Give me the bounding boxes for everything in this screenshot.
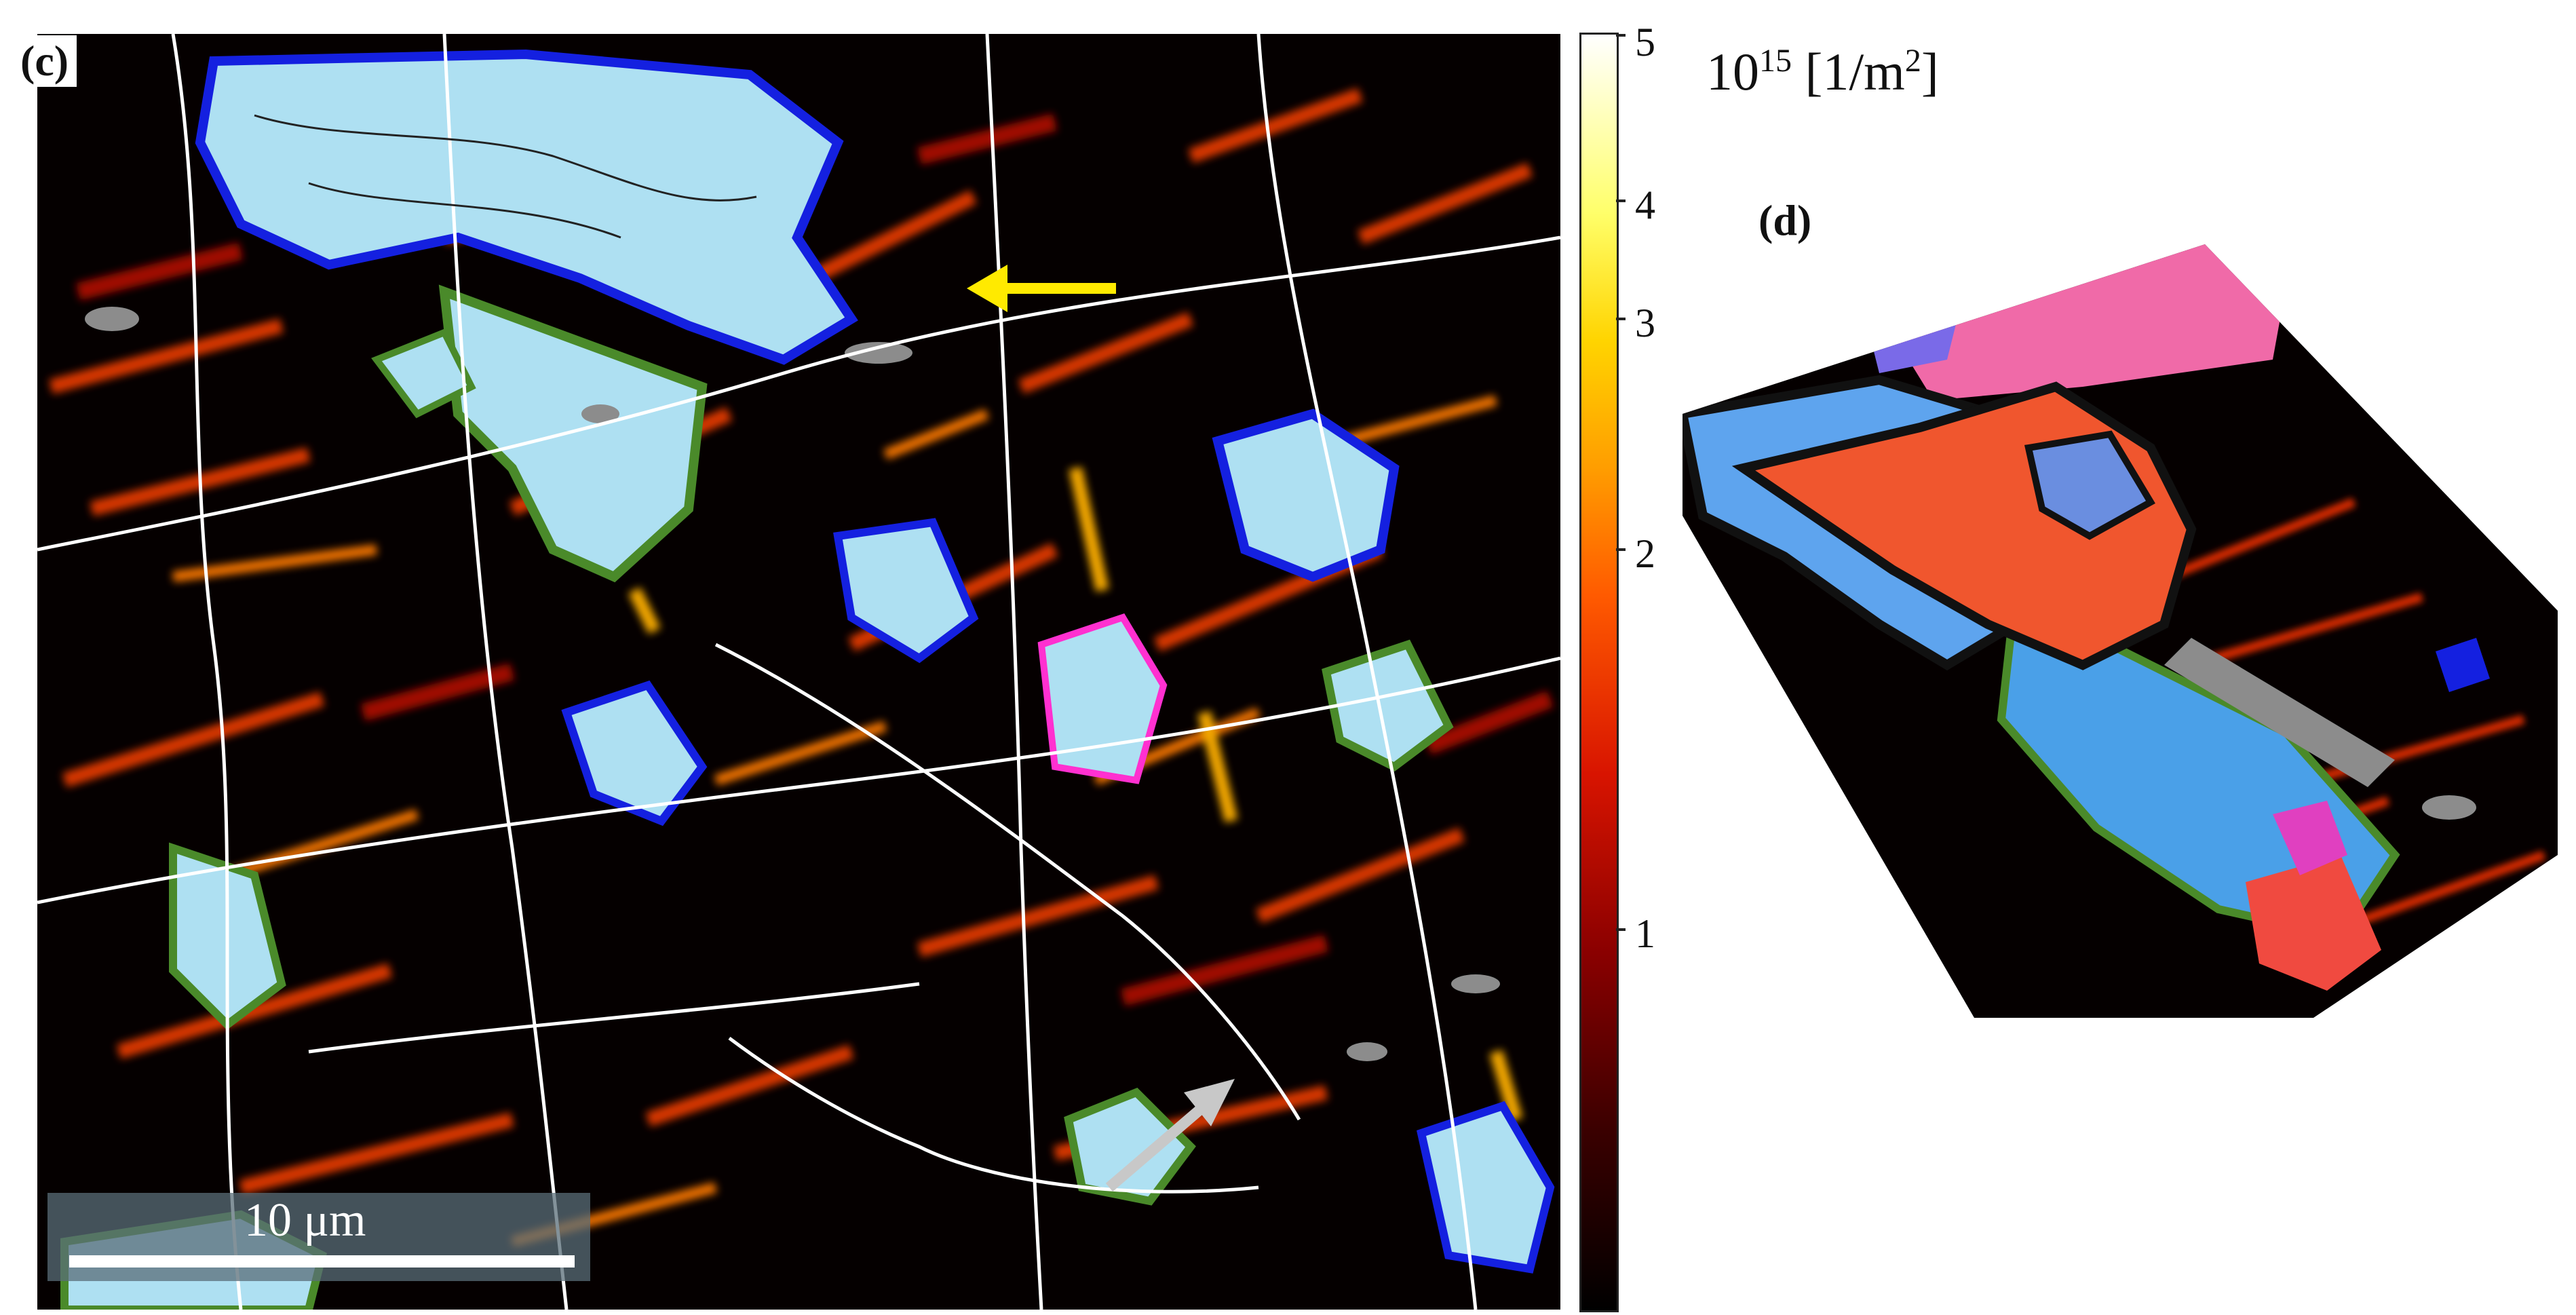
unit-bracket-exponent: 2 bbox=[1904, 43, 1921, 79]
colorbar-tick-label: 4 bbox=[1635, 183, 1655, 227]
colorbar-tick bbox=[1616, 548, 1626, 551]
scale-bar-label: 10 μm bbox=[244, 1194, 366, 1246]
map-graphic bbox=[37, 34, 1560, 1310]
dislocation-density-map bbox=[37, 34, 1560, 1310]
scale-bar bbox=[69, 1255, 575, 1268]
gray-regions bbox=[85, 307, 1500, 1061]
orientation-map bbox=[1676, 244, 2558, 1025]
panel-c-label: (c) bbox=[12, 35, 77, 87]
colorbar-tick-label: 1 bbox=[1635, 911, 1655, 956]
unit-bracket: [1/m bbox=[1805, 42, 1905, 101]
colorbar-tick bbox=[1616, 199, 1626, 202]
unit-exponent: 15 bbox=[1759, 43, 1792, 79]
orientation-map-graphic bbox=[1683, 244, 2558, 1018]
unit-base: 10 bbox=[1706, 42, 1759, 101]
colorbar-tick-label: 2 bbox=[1635, 531, 1655, 576]
unit-bracket-close: ] bbox=[1921, 42, 1939, 101]
colorbar-tick bbox=[1616, 318, 1626, 320]
gray-arrow bbox=[1105, 1079, 1235, 1192]
colorbar-tick bbox=[1616, 928, 1626, 931]
colorbar-unit: 1015 [1/m2] bbox=[1706, 45, 1939, 98]
colorbar-tick bbox=[1616, 34, 1626, 37]
phase-regions bbox=[60, 49, 1555, 1310]
panel-d-label: (d) bbox=[1758, 196, 1812, 244]
grain-boundaries bbox=[37, 34, 1560, 1310]
subgrain-boundaries bbox=[254, 114, 757, 239]
yellow-arrow bbox=[967, 265, 1116, 312]
dislocation-streaks bbox=[49, 88, 1554, 1247]
colorbar-tick-label: 3 bbox=[1635, 301, 1655, 345]
colorbar-tick-label: 5 bbox=[1635, 20, 1655, 64]
colorbar bbox=[1579, 33, 1619, 1312]
